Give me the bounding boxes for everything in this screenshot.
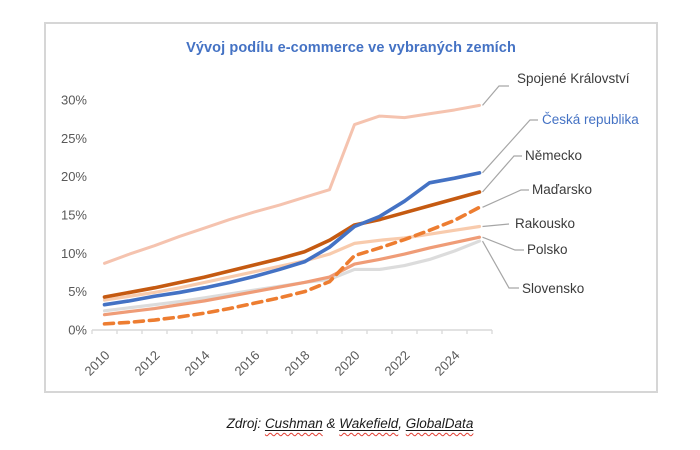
series-line-madarsko: [102, 205, 482, 326]
leader-line-rakousko: [482, 223, 510, 228]
series-line-ceska-republika: [102, 171, 482, 307]
leader-line-slovensko: [481, 240, 519, 289]
source-prefix: Zdroj:: [226, 416, 265, 431]
source-comma: ,: [398, 416, 406, 431]
y-tick-label: 20%: [61, 169, 87, 184]
y-tick-label: 25%: [61, 131, 87, 146]
line-chart-plot: 0% 5% 10% 15% 20% 25% 30% 2010 2012 2014 2016 2018 2…: [61, 85, 538, 379]
x-tick-label: 2014: [182, 348, 213, 379]
leader-line-nemecko: [482, 155, 522, 193]
series-label-rakousko: Rakousko: [515, 216, 576, 231]
series-label-spojene-kralovstvi: Spojené Království: [517, 71, 630, 86]
chart-title: Vývoj podílu e-commerce ve vybraných zem…: [186, 40, 516, 56]
series-line-polsko: [102, 235, 482, 317]
leader-line-spojene-kralovstvi: [482, 85, 509, 106]
y-tick-label: 30%: [61, 92, 87, 107]
source-globaldata: GlobalData: [405, 416, 474, 431]
leader-line-madarsko: [482, 189, 529, 208]
series-label-madarsko: Maďarsko: [532, 182, 593, 197]
y-tick-label: 10%: [61, 246, 87, 261]
leader-line-ceska-republika: [482, 119, 538, 174]
y-tick-label: 15%: [61, 207, 87, 222]
x-tick-label: 2010: [82, 348, 113, 379]
x-tick-label: 2018: [282, 348, 313, 379]
x-tick-label: 2024: [432, 348, 463, 379]
y-tick-label: 5%: [68, 284, 87, 299]
series-label-polsko: Polsko: [527, 242, 568, 257]
series-line-spojene-kralovstvi: [103, 103, 481, 265]
series-label-nemecko: Německo: [525, 148, 583, 163]
y-tick-label: 0%: [68, 323, 87, 338]
source-cushman: Cushman: [264, 416, 323, 431]
x-tick-label: 2022: [382, 348, 413, 379]
leader-line-polsko: [482, 236, 524, 251]
source-wakefield: Wakefield: [339, 416, 399, 431]
x-tick-label: 2012: [132, 348, 163, 379]
series-line-rakousko: [102, 224, 482, 302]
series-label-slovensko: Slovensko: [522, 281, 585, 296]
x-tick-label: 2016: [232, 348, 263, 379]
chart-frame: 0% 5% 10% 15% 20% 25% 30% 2010 2012 2014 2016 2018 2…: [44, 22, 658, 393]
series-label-ceska-republika: Česká republika: [542, 112, 639, 127]
source-ampersand: &: [322, 416, 340, 431]
source-line: Zdroj: Cushman & Wakefield, GlobalData: [0, 416, 700, 431]
x-tick-label: 2020: [332, 348, 363, 379]
series-line-slovensko: [102, 239, 482, 313]
series-line-nemecko: [102, 190, 482, 299]
